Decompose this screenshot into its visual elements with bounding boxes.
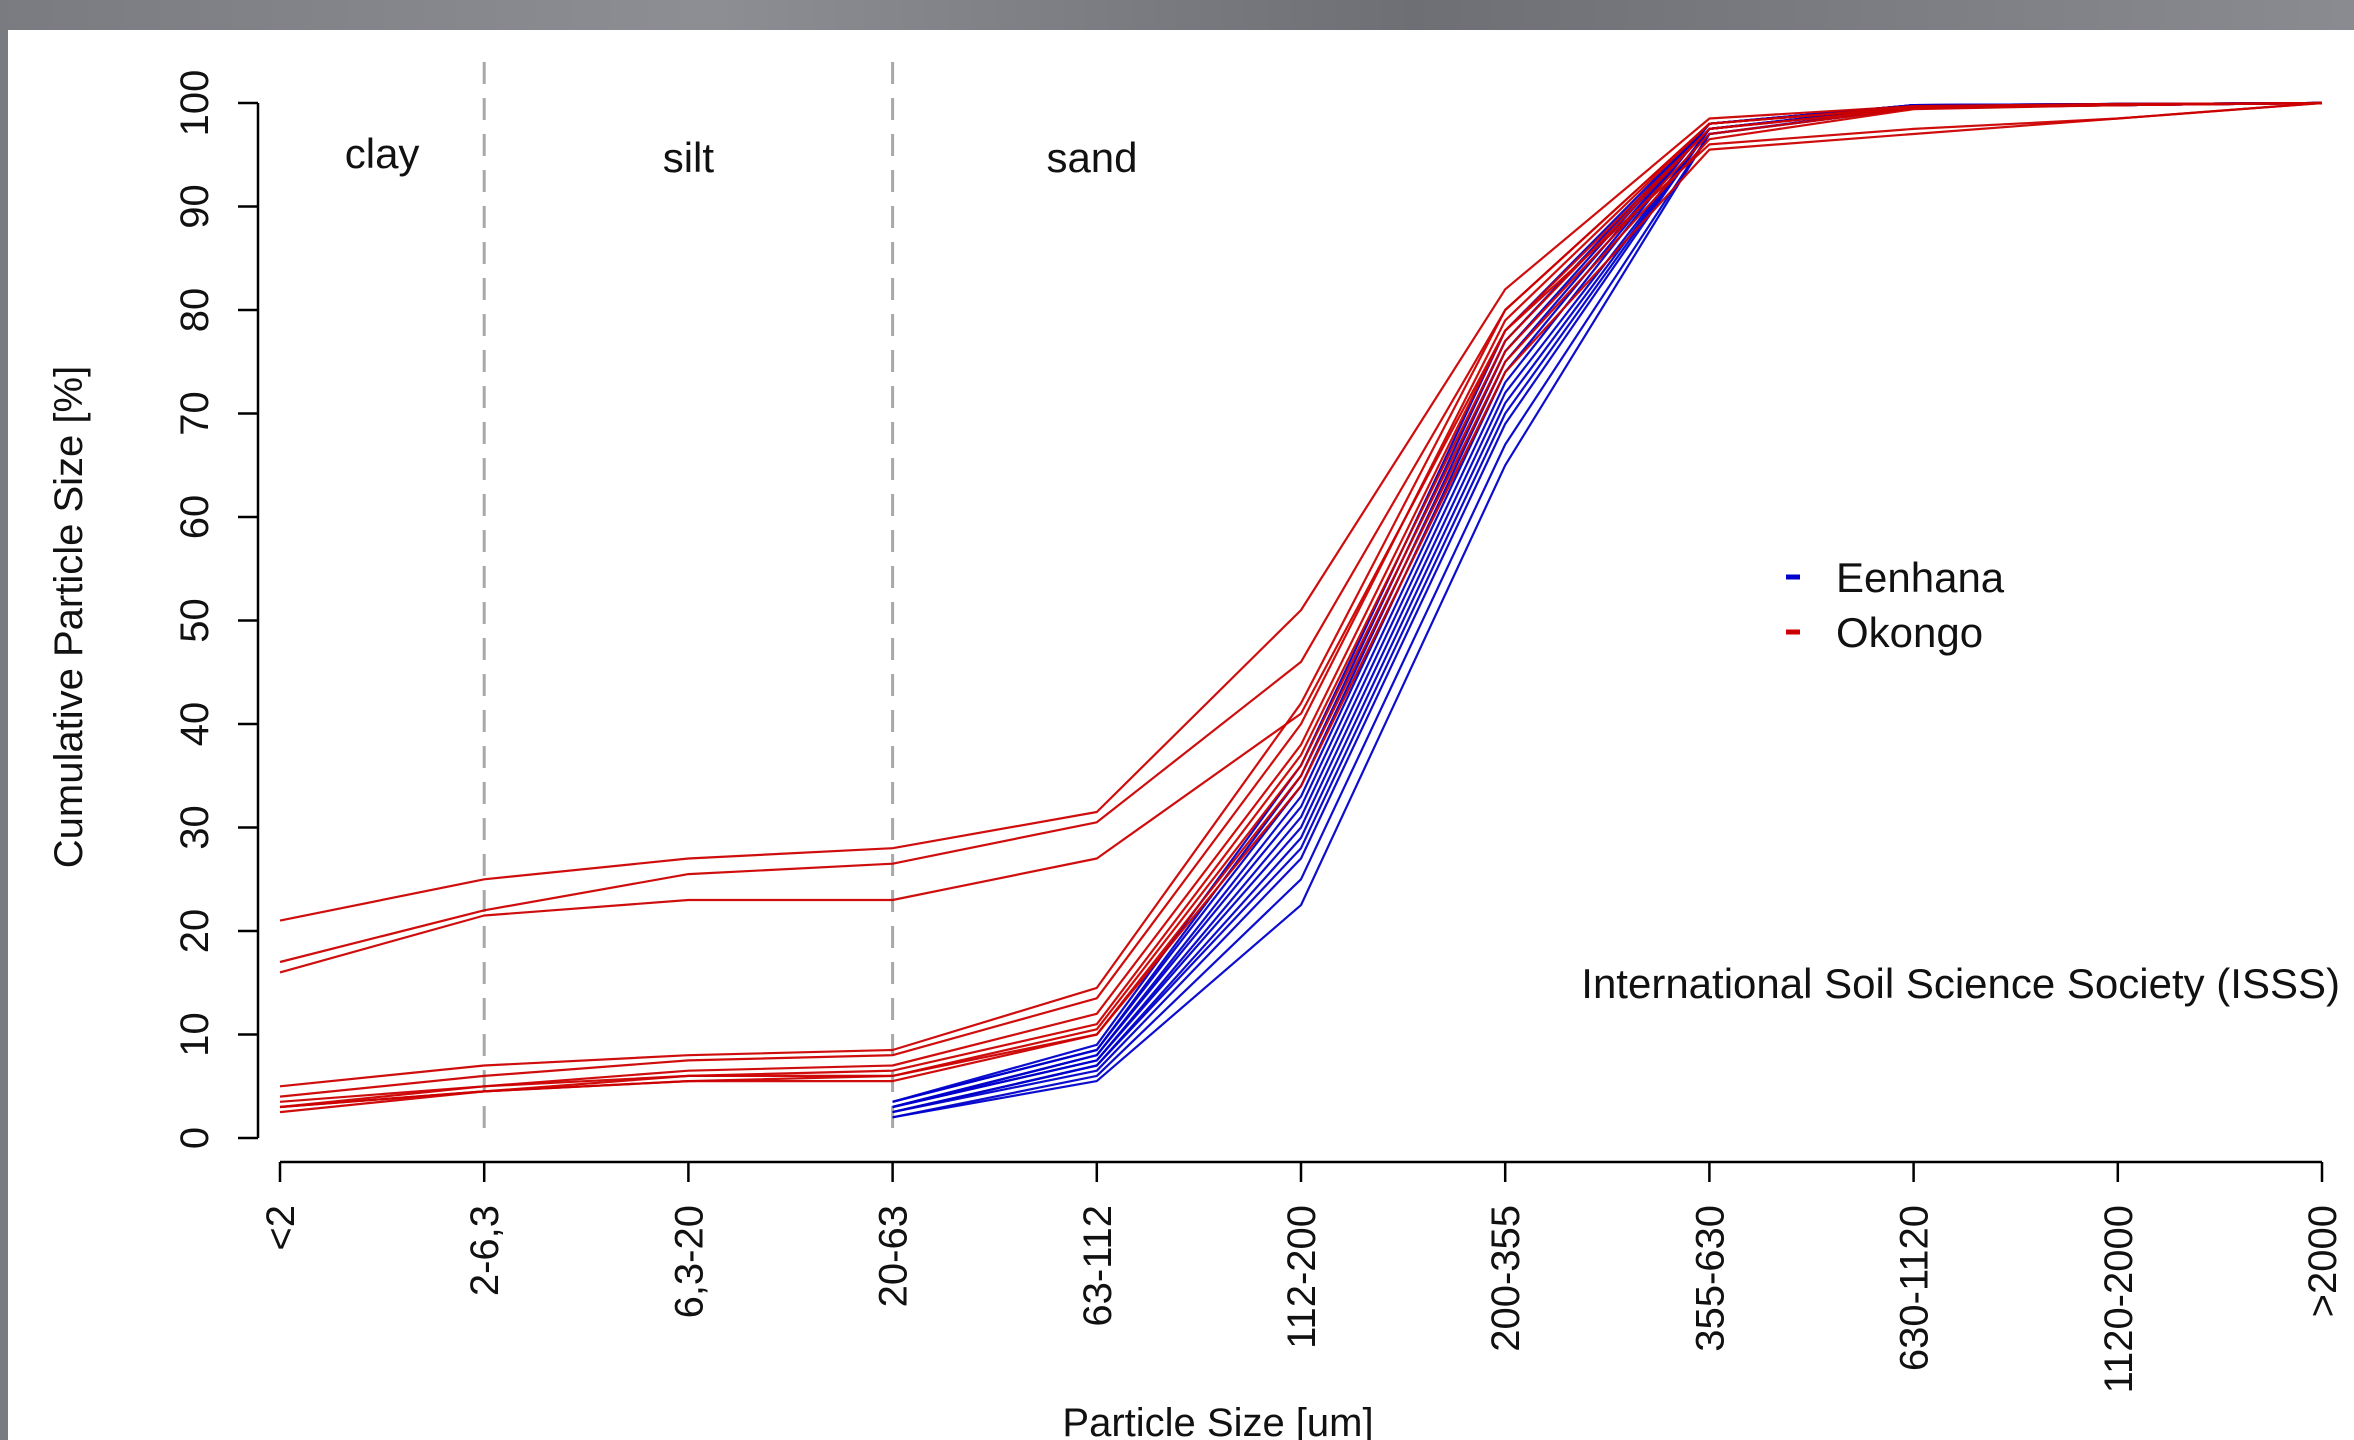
x-tick-labels: <2 2-6,3 6,3-20 20-63 63-112 112-200 200-355 35… (259, 1162, 2345, 1393)
x-tick-label: 112-200 (1280, 1205, 1324, 1349)
x-tick-label: 200-355 (1484, 1205, 1528, 1352)
region-label-silt: silt (663, 134, 715, 181)
x-tick-label: <2 (259, 1205, 303, 1251)
legend-label-eenhana: Eenhana (1836, 554, 2005, 601)
y-tick-label: 100 (173, 70, 217, 137)
y-tick-label: 10 (173, 1012, 217, 1057)
series-line-okongo (279, 101, 2323, 974)
x-tick-label: 20-63 (872, 1205, 916, 1307)
y-tick-labels: 0 10 20 30 40 50 60 70 80 90 100 (173, 70, 258, 1149)
legend-label-okongo: Okongo (1836, 609, 1983, 656)
x-tick-label: 355-630 (1688, 1205, 1732, 1352)
series-lines (279, 101, 2323, 1119)
y-tick-label: 20 (173, 909, 217, 954)
series-line-okongo (279, 101, 2323, 1114)
x-tick-label: 63-112 (1076, 1205, 1120, 1327)
y-tick-label: 80 (173, 288, 217, 333)
x-tick-label: 2-6,3 (463, 1205, 507, 1296)
x-tick-label: 1120-2000 (2097, 1205, 2141, 1393)
x-tick-label: >2000 (2301, 1205, 2345, 1317)
y-tick-label: 60 (173, 495, 217, 540)
y-tick-label: 90 (173, 184, 217, 229)
x-axis-title: Particle Size [um] (1062, 1401, 1373, 1440)
x-tick-label: 630-1120 (1893, 1205, 1937, 1371)
y-tick-label: 40 (173, 702, 217, 747)
legend: Eenhana Okongo (1786, 554, 2005, 656)
region-label-clay: clay (345, 130, 420, 177)
y-tick-label: 50 (173, 598, 217, 643)
y-tick-label: 70 (173, 391, 217, 436)
y-tick-label: 0 (173, 1127, 217, 1149)
region-labels: clay silt sand (345, 130, 1138, 181)
note-isss: International Soil Science Society (ISSS… (1581, 960, 2340, 1007)
y-axis-title: Cumulative Particle Size [%] (47, 366, 91, 868)
x-tick-label: 6,3-20 (667, 1205, 711, 1318)
plot-panel (8, 30, 2354, 1440)
region-label-sand: sand (1046, 134, 1137, 181)
y-tick-label: 30 (173, 805, 217, 850)
